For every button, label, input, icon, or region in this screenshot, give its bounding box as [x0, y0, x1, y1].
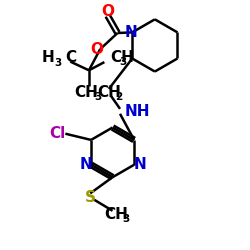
Text: C: C	[65, 50, 76, 65]
Text: NH: NH	[125, 104, 150, 119]
Text: 3: 3	[55, 58, 62, 68]
Text: O: O	[90, 42, 103, 57]
Text: 3: 3	[119, 57, 126, 67]
Text: N: N	[79, 157, 92, 172]
Text: N: N	[124, 25, 137, 40]
Text: CH: CH	[74, 85, 98, 100]
Text: CH: CH	[110, 50, 134, 65]
Text: CH: CH	[97, 85, 121, 100]
Text: O: O	[101, 4, 114, 20]
Text: CH: CH	[104, 207, 128, 222]
Text: H: H	[42, 50, 54, 65]
Text: N: N	[133, 157, 146, 172]
Text: 2: 2	[115, 92, 122, 102]
Text: S: S	[85, 190, 96, 204]
Text: 3: 3	[94, 92, 101, 102]
Text: Cl: Cl	[50, 126, 66, 141]
Text: 3: 3	[122, 214, 130, 224]
